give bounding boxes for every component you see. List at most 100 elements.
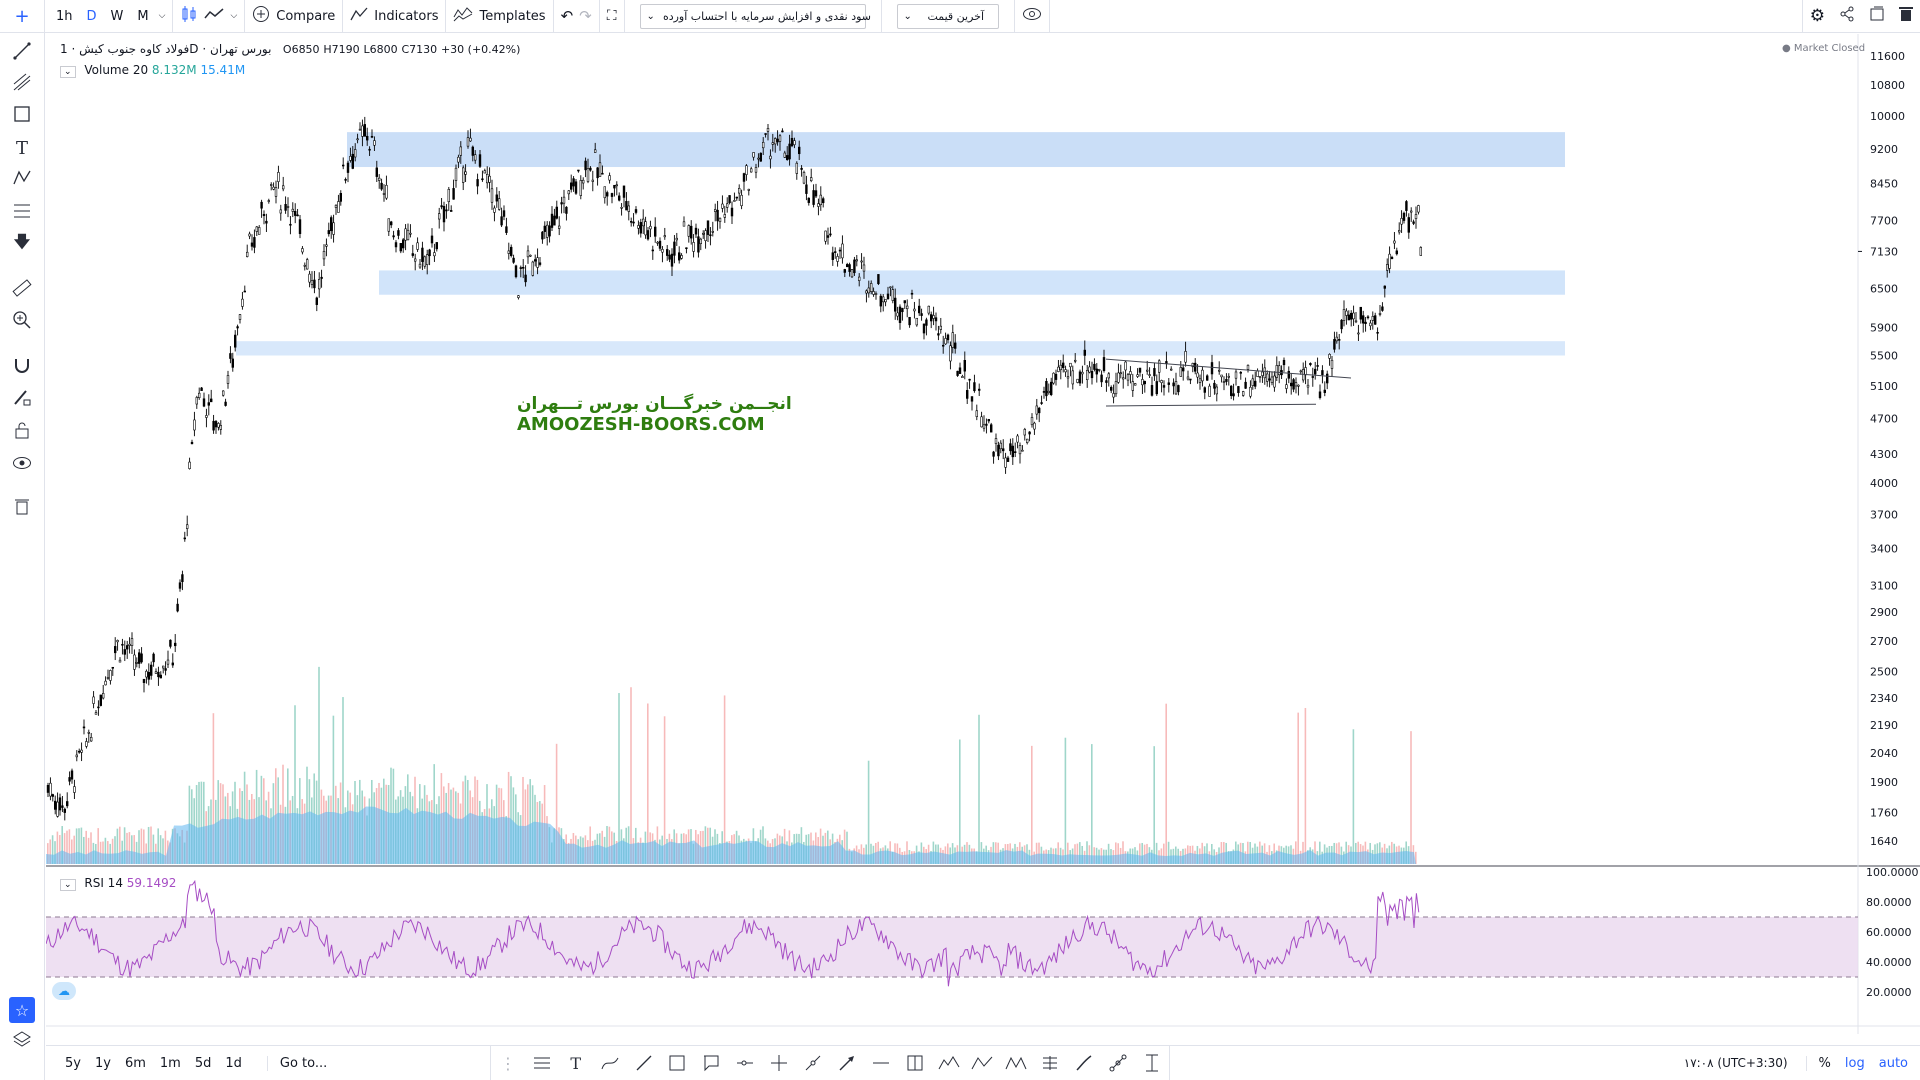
lock-tool[interactable] [9, 419, 35, 445]
abc-pattern-icon[interactable] [971, 1052, 993, 1074]
drag-handle-icon[interactable]: ⋮ [499, 1053, 516, 1073]
line-chart-icon[interactable] [204, 5, 224, 27]
magnet-tool[interactable] [9, 354, 35, 380]
range-5y[interactable]: 5y [65, 1055, 81, 1071]
horizontal-line-icon[interactable] [870, 1052, 892, 1074]
interval-w[interactable]: W [110, 8, 124, 24]
volume-bar [203, 781, 205, 864]
chevron-down-icon[interactable]: ⌵ [158, 11, 166, 21]
candle-body [325, 244, 328, 247]
candle-body [656, 241, 659, 244]
chart-canvas[interactable]: 11600 10800 10000 9200 8450 7700 7130 6500 5900 5… [46, 34, 1920, 1034]
templates-button[interactable]: Templates [446, 0, 554, 33]
object-tree-button[interactable] [9, 1029, 35, 1055]
rectangle-icon[interactable] [666, 1052, 688, 1074]
undo-icon[interactable]: ↶ [560, 7, 574, 25]
delete-button[interactable] [1892, 0, 1920, 33]
collapse-icon[interactable]: ⌄ [60, 879, 76, 891]
range-1d[interactable]: 1d [225, 1055, 242, 1071]
compare-button[interactable]: Compare [245, 0, 344, 33]
long-position-icon[interactable] [1039, 1052, 1061, 1074]
stay-drawing-tool[interactable] [9, 386, 35, 412]
arrow-line-icon[interactable] [836, 1052, 858, 1074]
crosshair-tool[interactable]: + [0, 0, 45, 33]
percent-toggle[interactable]: % [1805, 1055, 1831, 1071]
volume-bar [867, 760, 870, 864]
volume-bar [143, 829, 145, 864]
candle-body [1001, 448, 1005, 452]
candle-body [123, 649, 127, 655]
horizontal-ray-icon[interactable] [734, 1052, 756, 1074]
interval-m[interactable]: M [137, 8, 149, 24]
price-range-icon[interactable] [1141, 1052, 1163, 1074]
volume-name[interactable]: Volume 20 [84, 63, 149, 77]
zoom-tool[interactable] [9, 309, 35, 335]
chart-area[interactable]: 11600 10800 10000 9200 8450 7700 7130 6500 5900 5… [46, 34, 1920, 1034]
candle-body [685, 247, 688, 250]
cross-line-icon[interactable] [768, 1052, 790, 1074]
path-icon[interactable] [599, 1052, 621, 1074]
range-1y[interactable]: 1y [94, 1055, 111, 1071]
shape-tool[interactable] [9, 103, 35, 129]
redo-icon[interactable]: ↷ [579, 7, 592, 25]
candle-body [949, 345, 952, 362]
collapse-icon[interactable]: ⌄ [60, 66, 76, 78]
line-icon[interactable] [633, 1052, 655, 1074]
candle-body [205, 415, 208, 418]
candle-body [1064, 369, 1067, 373]
ruler-tool[interactable] [9, 277, 35, 303]
snapshot-button[interactable] [1862, 0, 1892, 33]
xabcd-pattern-icon[interactable] [1005, 1052, 1027, 1074]
candle-body [903, 300, 907, 304]
callout-icon[interactable] [700, 1052, 722, 1074]
auto-toggle[interactable]: auto [1878, 1055, 1908, 1071]
date-price-range-icon[interactable] [904, 1052, 926, 1074]
horizontal-lines-icon[interactable] [531, 1052, 553, 1074]
remove-tool[interactable] [9, 495, 35, 521]
volume-bar [150, 826, 152, 864]
text-icon[interactable]: T [570, 1053, 582, 1073]
candle-body [1414, 214, 1418, 219]
candle-body [977, 388, 981, 391]
text-tool[interactable]: T [9, 135, 35, 161]
arrow-tool[interactable]: 🡇 [9, 231, 35, 257]
settings-button[interactable]: ⚙ [1801, 0, 1832, 33]
candle-body [389, 221, 393, 226]
volume-bar [1268, 845, 1271, 864]
tradingview-logo[interactable]: ☁ [52, 982, 76, 1000]
candle-body [1016, 435, 1019, 443]
watchlist-button[interactable]: ☆ [9, 997, 35, 1023]
volume-bar [618, 693, 620, 864]
symbol-name[interactable]: فولاد کاوه جنوب کیش [79, 42, 190, 56]
elliott-wave-icon[interactable] [938, 1052, 960, 1074]
trend-angle-icon[interactable] [802, 1052, 824, 1074]
rsi-name[interactable]: RSI 14 [84, 876, 123, 890]
candle-body [867, 287, 871, 294]
prediction-tool[interactable] [9, 199, 35, 225]
pattern-tool[interactable] [9, 167, 35, 193]
visibility-button[interactable] [1015, 0, 1050, 33]
fib-tool[interactable] [9, 71, 35, 97]
range-5d[interactable]: 5d [194, 1055, 212, 1071]
adjustment-dropdown[interactable]: ⌄ سود نقدی و افزایش سرمایه با احتساب آور… [639, 3, 871, 29]
indicators-button[interactable]: Indicators [343, 0, 447, 33]
chevron-down-icon[interactable]: ⌵ [230, 11, 238, 21]
interval-d[interactable]: D [86, 8, 97, 24]
share-button[interactable] [1832, 0, 1862, 33]
goto-button[interactable]: Go to... [266, 1055, 327, 1071]
interval-1h[interactable]: 1h [56, 8, 73, 24]
range-6m[interactable]: 6m [124, 1055, 146, 1071]
log-toggle[interactable]: log [1844, 1055, 1865, 1071]
price-source-dropdown[interactable]: ⌄ آخرین قیمت [896, 3, 999, 29]
candles-icon[interactable] [180, 5, 198, 27]
trend-line-tool[interactable] [9, 40, 35, 66]
hide-tool[interactable] [9, 451, 35, 477]
candle-body [478, 154, 482, 167]
clock[interactable]: ۱۷:۰۸ (UTC+3:30) [1683, 1056, 1788, 1070]
price-axis-label: 2190 [1870, 719, 1898, 732]
candle-body [440, 205, 443, 208]
fullscreen-button[interactable]: ⛶ [600, 0, 625, 33]
network-pattern-icon[interactable] [1107, 1052, 1129, 1074]
range-1m[interactable]: 1m [159, 1055, 181, 1071]
brush-icon[interactable] [1073, 1052, 1095, 1074]
